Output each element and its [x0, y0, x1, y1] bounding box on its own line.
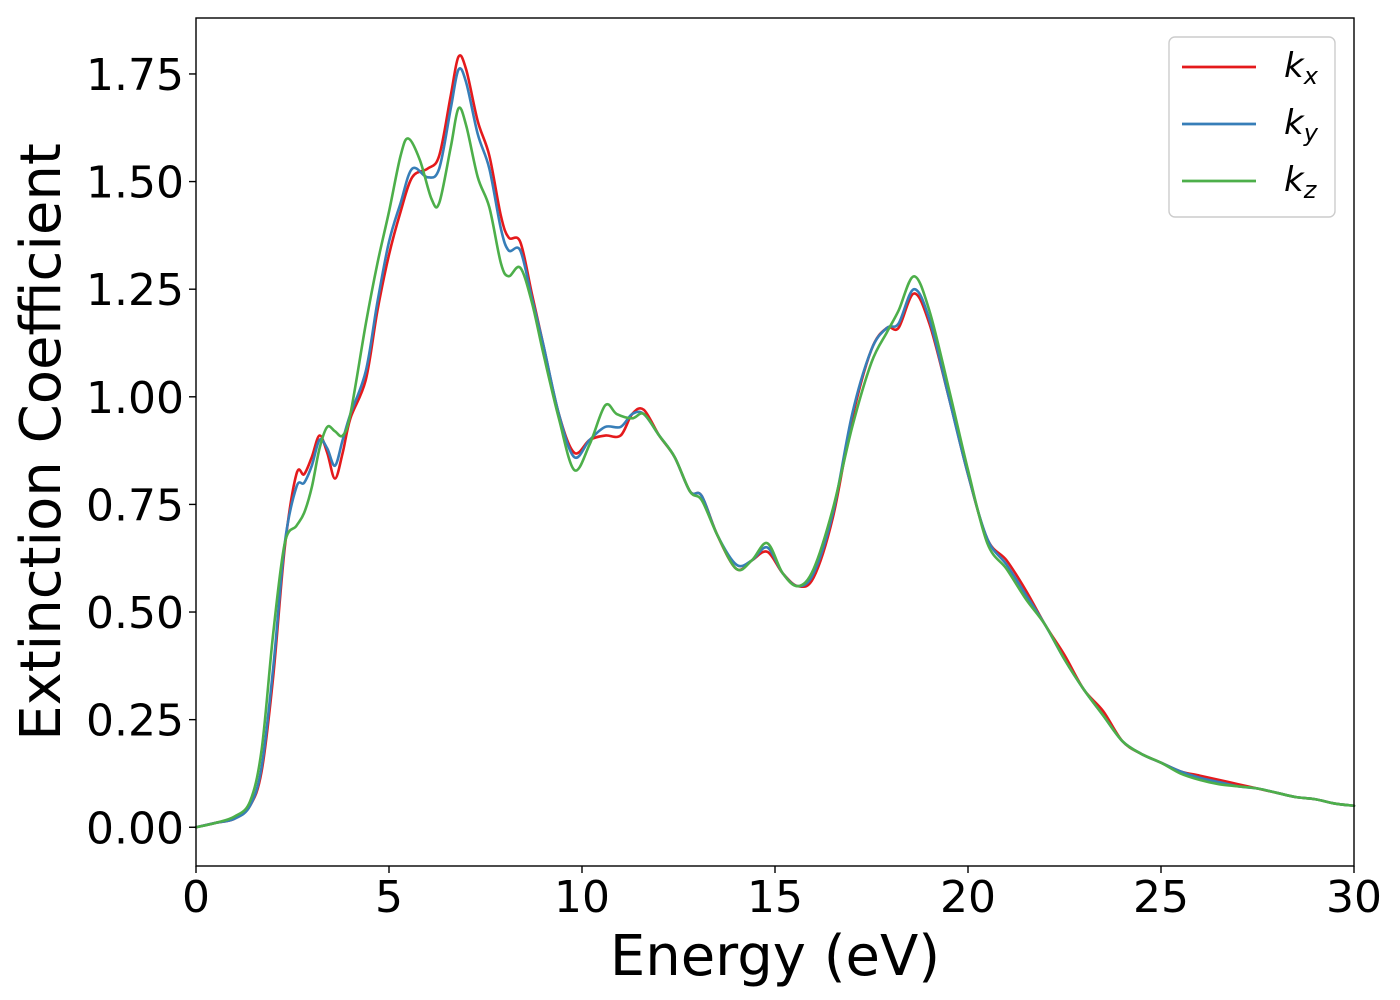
legend-item-y: ky [1182, 103, 1319, 147]
tick-layer: 0 5 10 15 20 25 30 0.00 0.25 0.50 0.75 1.00 1.25 1.50… [86, 50, 1382, 923]
legend-label: ky [1284, 103, 1319, 147]
x-axis-label: Energy (eV) [610, 924, 940, 989]
x-tick-label: 10 [554, 872, 610, 923]
legend-label-subscript: y [1303, 119, 1319, 147]
x-tick-label: 5 [375, 872, 403, 923]
y-tick-label: 0.50 [86, 588, 184, 639]
y-tick-label: 1.50 [86, 158, 184, 209]
x-tick-label: 0 [182, 872, 210, 923]
y-tick-label: 0.75 [86, 480, 184, 531]
y-tick-label: 0.00 [86, 803, 184, 854]
legend-box [1168, 36, 1336, 218]
x-tick-label: 20 [940, 872, 996, 923]
legend-item-z: kz [1182, 160, 1318, 204]
x-tick-label: 25 [1133, 872, 1189, 923]
series-line-z [194, 106, 1356, 829]
legend-label-subscript: z [1303, 176, 1318, 204]
series-layer [194, 54, 1356, 829]
legend-item-x: kx [1182, 46, 1319, 90]
y-tick-label: 1.25 [86, 265, 184, 316]
y-tick-label: 0.25 [86, 696, 184, 747]
y-axis-label: Extinction Coefficient [9, 143, 74, 741]
x-tick-label: 30 [1326, 872, 1382, 923]
legend-label-subscript: x [1303, 62, 1319, 90]
legend-label-main: k [1284, 46, 1305, 86]
legend-label: kz [1284, 160, 1318, 204]
x-tick-label: 15 [747, 872, 803, 923]
legend-label-main: k [1284, 103, 1305, 143]
legend-label-main: k [1284, 160, 1305, 200]
y-tick-label: 1.75 [86, 50, 184, 101]
y-tick-label: 1.00 [86, 373, 184, 424]
legend-label: kx [1284, 46, 1319, 90]
